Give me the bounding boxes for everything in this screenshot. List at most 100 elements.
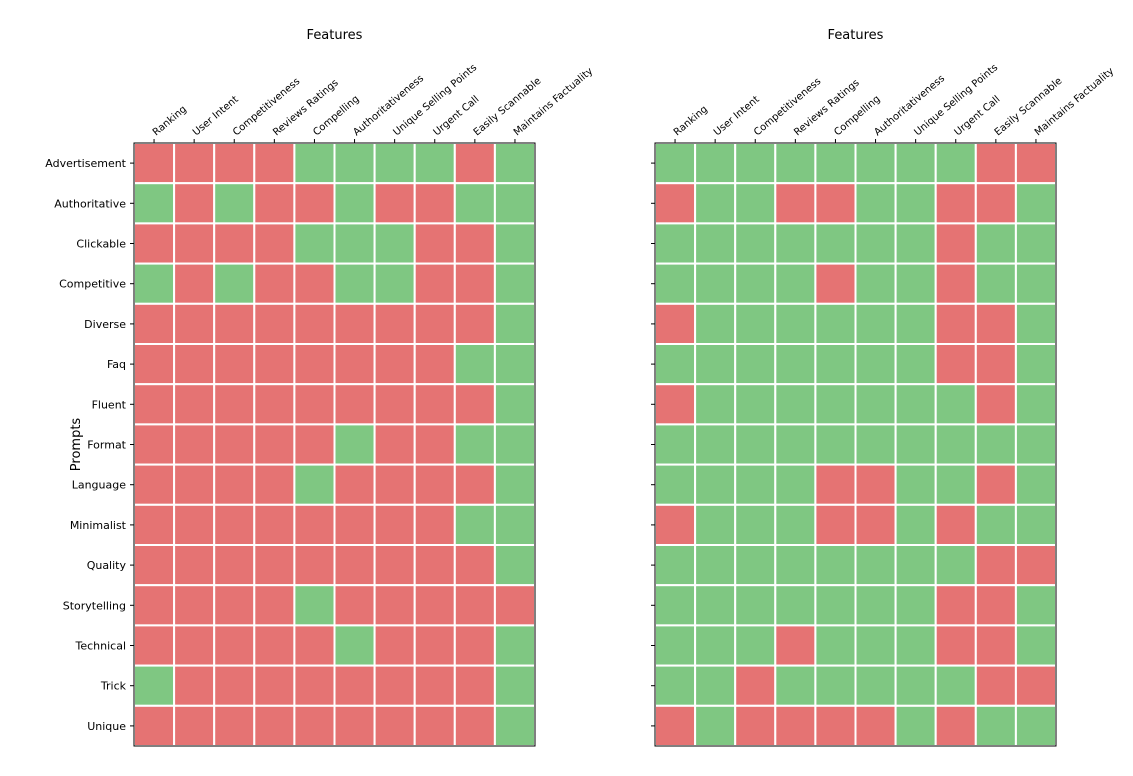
heatmap-cell-language-competitiveness — [734, 463, 777, 506]
heatmap-cell-format-maintains-factuality — [493, 423, 536, 466]
x-tick-label-authoritativeness: Authoritativeness — [351, 73, 426, 138]
heatmap-cell-technical-urgent-call — [934, 624, 977, 667]
heatmap-cell-format-user-intent — [694, 423, 737, 466]
heatmap-cell-unique-authoritativeness — [333, 704, 376, 747]
heatmap-cell-format-competitiveness — [734, 423, 777, 466]
heatmap-cell-diverse-unique-selling-points — [894, 302, 937, 345]
heatmap-cell-faq-easily-scannable — [974, 343, 1017, 386]
heatmap-cell-advertisement-user-intent — [694, 142, 737, 185]
heatmap-cell-format-easily-scannable — [453, 423, 496, 466]
heatmap-cell-fluent-authoritativeness — [854, 383, 897, 426]
heatmap-cell-trick-unique-selling-points — [894, 664, 937, 707]
heatmap-cell-format-urgent-call — [934, 423, 977, 466]
y-tick-label-minimalist: Minimalist — [70, 519, 127, 532]
heatmap-cell-advertisement-urgent-call — [934, 142, 977, 185]
heatmap-cell-technical-ranking — [654, 624, 697, 667]
x-tick-label-authoritativeness: Authoritativeness — [872, 73, 947, 138]
heatmap-cell-competitive-authoritativeness — [854, 262, 897, 305]
heatmap-cell-authoritative-urgent-call — [413, 182, 456, 225]
heatmap-cell-format-urgent-call — [413, 423, 456, 466]
heatmap-cell-authoritative-ranking — [654, 182, 697, 225]
heatmap-cell-fluent-user-intent — [173, 383, 216, 426]
heatmap-cell-technical-compelling — [293, 624, 336, 667]
heatmap-cell-language-authoritativeness — [854, 463, 897, 506]
y-tick-label-faq: Faq — [107, 358, 126, 371]
heatmap-cell-advertisement-urgent-call — [413, 142, 456, 185]
heatmap-cell-minimalist-reviews-ratings — [253, 503, 296, 546]
heatmap-cell-minimalist-competitiveness — [734, 503, 777, 546]
heatmap-cell-authoritative-unique-selling-points — [373, 182, 416, 225]
y-tick-label-trick: Trick — [100, 680, 127, 693]
heatmap-cell-authoritative-unique-selling-points — [894, 182, 937, 225]
heatmap-cell-clickable-competitiveness — [734, 222, 777, 265]
heatmap-cell-diverse-maintains-factuality — [1014, 302, 1058, 345]
heatmap-cell-unique-ranking — [133, 704, 176, 747]
heatmap-cell-diverse-competitiveness — [213, 302, 256, 345]
heatmap-cell-storytelling-unique-selling-points — [373, 584, 416, 627]
x-tick-label-easily-scannable: Easily Scannable — [993, 76, 1065, 139]
heatmap-cell-language-user-intent — [694, 463, 737, 506]
heatmap-cell-language-compelling — [293, 463, 336, 506]
heatmap-cell-minimalist-reviews-ratings — [774, 503, 817, 546]
heatmap-cell-unique-easily-scannable — [453, 704, 496, 747]
y-tick-label-competitive: Competitive — [59, 278, 126, 291]
heatmap-cell-advertisement-ranking — [654, 142, 697, 185]
heatmap-cell-storytelling-easily-scannable — [974, 584, 1017, 627]
heatmap-cell-competitive-user-intent — [694, 262, 737, 305]
heatmap-cell-authoritative-reviews-ratings — [253, 182, 296, 225]
heatmap-cell-language-urgent-call — [413, 463, 456, 506]
heatmap-cell-faq-compelling — [814, 343, 857, 386]
heatmap-cell-unique-user-intent — [173, 704, 216, 747]
heatmap-cell-authoritative-reviews-ratings — [774, 182, 817, 225]
heatmap-cell-minimalist-unique-selling-points — [894, 503, 937, 546]
heatmap-cell-format-maintains-factuality — [1014, 423, 1058, 466]
heatmap-cell-storytelling-ranking — [133, 584, 176, 627]
heatmap-cell-minimalist-ranking — [654, 503, 697, 546]
heatmap-cell-unique-maintains-factuality — [493, 704, 536, 747]
heatmap-cell-minimalist-compelling — [293, 503, 336, 546]
heatmap-cell-trick-compelling — [814, 664, 857, 707]
x-tick-label-ranking: Ranking — [151, 104, 189, 138]
heatmap-cell-clickable-unique-selling-points — [373, 222, 416, 265]
heatmap-cell-competitive-compelling — [814, 262, 857, 305]
heatmap-cell-clickable-maintains-factuality — [1014, 222, 1058, 265]
heatmap-cell-quality-authoritativeness — [854, 544, 897, 587]
heatmap-cell-advertisement-compelling — [814, 142, 857, 185]
y-tick-label-quality: Quality — [87, 559, 127, 572]
heatmap-cell-language-competitiveness — [213, 463, 256, 506]
heatmap-cell-trick-user-intent — [694, 664, 737, 707]
heatmap-cell-quality-reviews-ratings — [253, 544, 296, 587]
heatmap-cell-format-ranking — [133, 423, 176, 466]
heatmap-cell-competitive-reviews-ratings — [253, 262, 296, 305]
heatmap-cell-advertisement-ranking — [133, 142, 176, 185]
heatmap-cell-trick-reviews-ratings — [253, 664, 296, 707]
heatmap-cell-minimalist-unique-selling-points — [373, 503, 416, 546]
heatmap-cell-trick-easily-scannable — [453, 664, 496, 707]
heatmap-cell-competitive-compelling — [293, 262, 336, 305]
heatmap-cell-diverse-authoritativeness — [333, 302, 376, 345]
heatmap-cell-diverse-compelling — [293, 302, 336, 345]
y-axis-title: Prompts — [69, 418, 84, 472]
heatmap-cell-authoritative-maintains-factuality — [1014, 182, 1058, 225]
heatmap-cell-faq-urgent-call — [413, 343, 456, 386]
heatmap-cell-trick-authoritativeness — [333, 664, 376, 707]
heatmap-cell-language-maintains-factuality — [1014, 463, 1058, 506]
y-tick-label-technical: Technical — [74, 640, 126, 653]
heatmap-cell-diverse-easily-scannable — [453, 302, 496, 345]
heatmap-cell-clickable-user-intent — [173, 222, 216, 265]
heatmap-cell-clickable-reviews-ratings — [774, 222, 817, 265]
heatmap-cell-technical-unique-selling-points — [373, 624, 416, 667]
heatmap-cell-faq-user-intent — [694, 343, 737, 386]
heatmap-cell-unique-ranking — [654, 704, 697, 747]
x-tick-label-ranking: Ranking — [672, 104, 710, 138]
heatmap-cell-storytelling-reviews-ratings — [774, 584, 817, 627]
heatmap-cell-technical-competitiveness — [213, 624, 256, 667]
heatmap-cell-advertisement-easily-scannable — [974, 142, 1017, 185]
heatmap-panel-1: Ranking User IntentCompetitivenessReviews… — [45, 28, 595, 747]
heatmap-cell-clickable-easily-scannable — [453, 222, 496, 265]
heatmap-cell-competitive-competitiveness — [213, 262, 256, 305]
heatmap-cell-authoritative-authoritativeness — [333, 182, 376, 225]
y-tick-label-format: Format — [87, 439, 126, 452]
